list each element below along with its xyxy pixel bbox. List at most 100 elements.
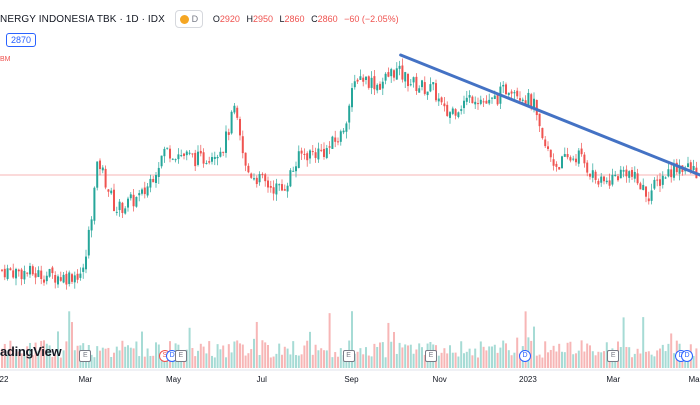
volume-bar (541, 357, 544, 368)
volume-bar (300, 354, 303, 368)
volume-bar (199, 343, 202, 368)
candle-body (261, 173, 264, 175)
candle-body (435, 83, 437, 101)
volume-bar (631, 357, 633, 368)
candle-body (216, 156, 219, 159)
candle-body (611, 174, 614, 185)
candle-body (255, 177, 258, 185)
volume-bar (314, 344, 317, 368)
candle-body (535, 99, 538, 116)
volume-bar (93, 357, 96, 368)
volume-bar (423, 354, 426, 368)
price-input-badge[interactable]: 2870 (6, 33, 37, 47)
data-status-button[interactable]: D (174, 10, 203, 28)
volume-bar (331, 357, 334, 368)
volume-bar (443, 348, 446, 368)
candle-body (132, 194, 135, 207)
candle-body (507, 92, 510, 95)
volume-bar (68, 311, 71, 368)
volume-bar (115, 346, 118, 368)
volume-bar (124, 346, 127, 368)
volume-bar (421, 347, 423, 368)
indicator-label: BM (0, 56, 11, 63)
earnings-event-marker[interactable]: E (342, 350, 355, 362)
volume-bar (502, 340, 505, 368)
volume-bar (311, 354, 314, 368)
candle-body (219, 151, 222, 157)
candle-body (180, 155, 183, 157)
open-value: 2920 (219, 14, 240, 24)
volume-bar (365, 347, 367, 368)
volume-bar (544, 341, 547, 368)
earnings-event-marker[interactable]: E (79, 350, 92, 362)
volume-bar (205, 353, 208, 368)
candle-body (451, 108, 454, 114)
candle-body (471, 96, 474, 104)
volume-bar (566, 342, 569, 368)
volume-bar (681, 356, 684, 368)
earnings-event-marker[interactable]: E (424, 350, 437, 362)
ohlc-readout: O2920 H2950 L2860 C2860 −60 (−2.05%) (212, 14, 399, 24)
volume-bar (157, 344, 160, 368)
earnings-event-marker[interactable]: E (174, 350, 187, 362)
dividend-event-marker[interactable]: D (519, 350, 531, 362)
candle-body (314, 152, 317, 158)
candle-body (566, 154, 569, 158)
volume-bar (146, 348, 149, 368)
volume-bar (415, 349, 418, 368)
volume-bar (107, 347, 110, 368)
volume-bar (26, 346, 29, 368)
candle-body (96, 161, 99, 188)
downtrend-line (399, 53, 700, 177)
dividend-event-marker[interactable]: D (680, 350, 693, 362)
volume-bar (379, 342, 381, 368)
volume-bar (695, 348, 698, 368)
candle-body (34, 273, 37, 278)
volume-bar (264, 342, 267, 368)
candle-body (202, 152, 205, 164)
volume-bar (622, 317, 625, 368)
candle-body (653, 179, 656, 189)
volume-bar (367, 355, 370, 368)
volume-bar (603, 351, 605, 368)
volume-bar (485, 350, 488, 368)
x-tick-label: Mar (78, 375, 93, 384)
volume-bar (356, 351, 359, 368)
candle-body (110, 190, 113, 194)
candle-body (407, 74, 409, 87)
candle-body (185, 151, 188, 156)
candle-body (227, 132, 230, 135)
candle-body (247, 165, 250, 173)
volume-bar (353, 353, 356, 368)
volume-bar (138, 356, 141, 368)
volume-bar (141, 331, 143, 368)
candle-body (563, 154, 566, 157)
candle-body (661, 175, 664, 185)
candle-body (9, 268, 12, 271)
volume-bar (185, 349, 188, 368)
volume-bar (160, 356, 163, 368)
close-value: 2860 (317, 14, 338, 24)
volume-bar (404, 344, 407, 368)
candle-body (379, 83, 381, 90)
candle-body (572, 158, 575, 160)
volume-bar (659, 348, 661, 368)
status-button-label: D (191, 14, 199, 24)
volume-bar (272, 356, 275, 368)
x-tick-label: 2023 (518, 375, 537, 384)
candle-body (549, 149, 552, 158)
volume-bar (43, 340, 45, 368)
candle-body (197, 151, 199, 165)
candle-body (45, 275, 48, 282)
candle-body (43, 279, 45, 283)
volume-bar (401, 347, 404, 368)
earnings-event-marker[interactable]: E (607, 350, 620, 362)
volume-bar (233, 341, 236, 368)
volume-bar (325, 350, 328, 368)
candle-body (37, 270, 40, 277)
volume-bar (15, 353, 17, 368)
volume-bar (334, 352, 337, 368)
volume-bar (31, 355, 34, 368)
candle-body (460, 109, 463, 111)
volume-bar (337, 356, 339, 368)
